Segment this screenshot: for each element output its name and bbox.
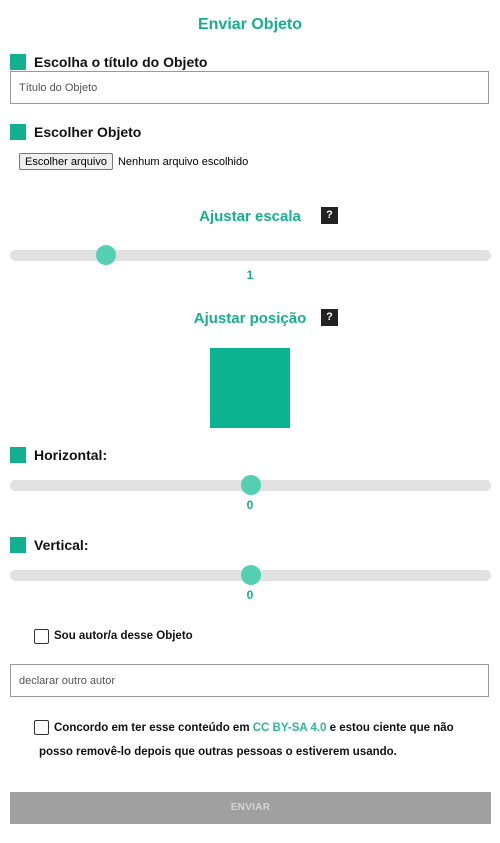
section-marker-icon	[10, 447, 26, 463]
file-picker: Escolher arquivo Nenhum arquivo escolhid…	[19, 153, 248, 170]
section-marker-icon	[10, 54, 26, 70]
scale-value: 1	[246, 268, 254, 282]
section-marker-icon	[10, 124, 26, 140]
author-checkbox[interactable]	[34, 629, 49, 644]
page-title: Enviar Objeto	[197, 16, 303, 33]
object-title-input[interactable]	[10, 71, 489, 104]
license-text-line2: posso removê-lo depois que outras pessoa…	[39, 746, 397, 758]
author-checkbox-row: Sou autor/a desse Objeto	[34, 624, 193, 649]
object-section-label-text: Escolher Objeto	[34, 124, 142, 140]
horizontal-label: Horizontal:	[10, 447, 107, 463]
license-text-after: e estou ciente que não	[326, 722, 454, 734]
scale-heading-text: Ajustar escala	[199, 208, 301, 225]
scale-heading: Ajustar escala	[0, 208, 500, 225]
scale-help-icon[interactable]: ?	[321, 207, 338, 224]
position-preview	[210, 348, 290, 428]
title-section-label-text: Escolha o título do Objeto	[34, 54, 208, 70]
submit-button[interactable]: ENVIAR	[10, 792, 491, 824]
position-help-icon[interactable]: ?	[321, 309, 338, 326]
object-section-label: Escolher Objeto	[10, 124, 141, 140]
title-section-label: Escolha o título do Objeto	[10, 54, 207, 70]
section-marker-icon	[10, 537, 26, 553]
author-checkbox-label: Sou autor/a desse Objeto	[54, 630, 193, 642]
file-status-text: Nenhum arquivo escolhido	[117, 155, 249, 168]
license-text: Concordo em ter esse conteúdo em CC BY-S…	[54, 716, 454, 741]
scale-slider-thumb[interactable]	[96, 245, 116, 265]
horizontal-slider-thumb[interactable]	[241, 475, 261, 495]
vertical-label: Vertical:	[10, 537, 88, 553]
vertical-slider-thumb[interactable]	[241, 565, 261, 585]
license-checkbox-row: Concordo em ter esse conteúdo em CC BY-S…	[34, 716, 474, 741]
license-link[interactable]: CC BY-SA 4.0	[252, 722, 327, 734]
choose-file-button[interactable]: Escolher arquivo	[19, 153, 113, 170]
license-checkbox[interactable]	[34, 720, 49, 735]
horizontal-label-text: Horizontal:	[34, 447, 108, 463]
position-heading-text: Ajustar posição	[193, 310, 307, 327]
horizontal-value: 0	[246, 498, 254, 512]
vertical-label-text: Vertical:	[34, 537, 89, 553]
vertical-value: 0	[246, 588, 254, 602]
position-heading: Ajustar posição	[0, 310, 500, 327]
license-text-before: Concordo em ter esse conteúdo em	[54, 722, 253, 734]
scale-slider-track[interactable]	[10, 250, 491, 261]
other-author-input[interactable]	[10, 664, 489, 697]
